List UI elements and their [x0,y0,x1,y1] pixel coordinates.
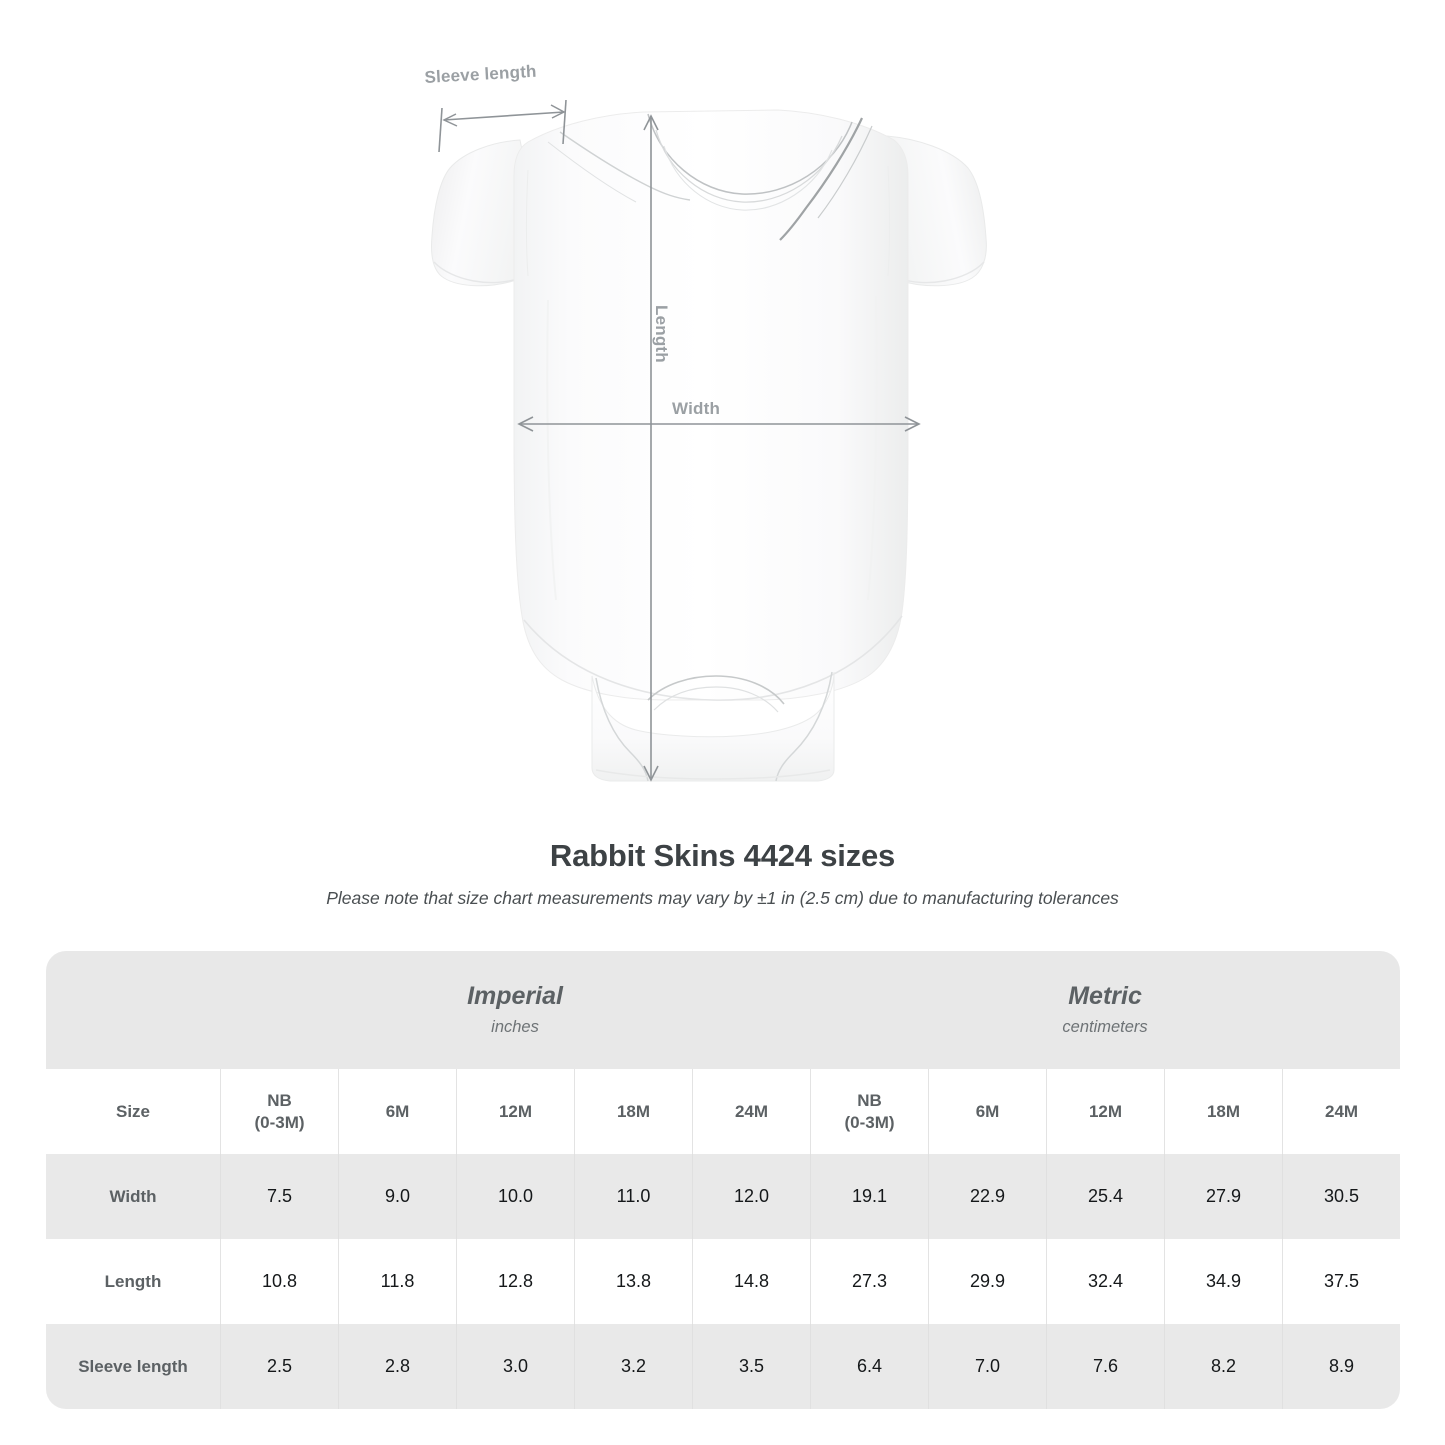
header-line2: (0-3M) [254,1112,305,1132]
header-col-imperial-nb: NB (0-3M) [220,1069,338,1154]
header-col-imperial-24m: 24M [692,1069,811,1154]
row-label-width: Width [46,1154,220,1239]
cell-width-metric-18m: 27.9 [1164,1154,1283,1239]
cell-sleeve-metric-nb: 6.4 [810,1324,929,1409]
group-name-imperial: Imperial [467,981,563,1010]
header-line2: (0-3M) [844,1112,895,1132]
cell-width-metric-24m: 30.5 [1282,1154,1401,1239]
group-unit-metric: centimeters [1062,1018,1148,1037]
header-col-metric-nb: NB (0-3M) [810,1069,929,1154]
cell-sleeve-imperial-nb: 2.5 [220,1324,338,1409]
cell-sleeve-metric-24m: 8.9 [1282,1324,1401,1409]
cell-length-metric-nb: 27.3 [810,1239,929,1324]
title-block: Rabbit Skins 4424 sizes Please note that… [0,838,1445,909]
cell-length-metric-12m: 32.4 [1046,1239,1165,1324]
cell-width-imperial-nb: 7.5 [220,1154,338,1239]
header-size-label: Size [46,1069,220,1154]
group-header-spacer [46,951,220,1069]
garment-illustration: Sleeve length Length Width [424,62,987,782]
table-row: Sleeve length 2.5 2.8 3.0 3.2 3.5 6.4 7.… [46,1324,1401,1409]
cell-width-metric-nb: 19.1 [810,1154,929,1239]
cell-sleeve-imperial-18m: 3.2 [574,1324,692,1409]
bodysuit-shape [431,109,987,782]
header-col-imperial-12m: 12M [456,1069,574,1154]
page-title: Rabbit Skins 4424 sizes [549,838,896,873]
table-row: Length 10.8 11.8 12.8 13.8 14.8 27.3 29.… [46,1239,1401,1324]
cell-sleeve-imperial-12m: 3.0 [456,1324,574,1409]
row-label-sleeve-length: Sleeve length [46,1324,220,1409]
measurement-lines [438,99,921,782]
cell-length-metric-18m: 34.9 [1164,1239,1283,1324]
cell-sleeve-metric-12m: 7.6 [1046,1324,1165,1409]
header-col-metric-6m: 6M [928,1069,1047,1154]
group-header-metric: Metric centimeters [810,951,1401,1069]
cell-length-imperial-nb: 10.8 [220,1239,338,1324]
size-header-row: Size NB (0-3M) 6M 12M 18M 24M NB (0-3M) … [46,1069,1401,1154]
cell-width-metric-12m: 25.4 [1046,1154,1165,1239]
cell-length-imperial-18m: 13.8 [574,1239,692,1324]
row-label-length: Length [46,1239,220,1324]
cell-width-imperial-24m: 12.0 [692,1154,811,1239]
cell-length-imperial-6m: 11.8 [338,1239,456,1324]
length-annotation-label: Length [652,305,671,363]
cell-width-imperial-18m: 11.0 [574,1154,692,1239]
sleeve-length-arrow [438,99,567,153]
group-unit-imperial: inches [491,1018,539,1037]
header-col-metric-18m: 18M [1164,1069,1283,1154]
cell-width-imperial-6m: 9.0 [338,1154,456,1239]
group-name-metric: Metric [1068,981,1142,1010]
cell-length-imperial-24m: 14.8 [692,1239,811,1324]
cell-width-metric-6m: 22.9 [928,1154,1047,1239]
cell-sleeve-metric-18m: 8.2 [1164,1324,1283,1409]
table-row: Width 7.5 9.0 10.0 11.0 12.0 19.1 22.9 2… [46,1154,1401,1239]
cell-length-metric-24m: 37.5 [1282,1239,1401,1324]
cell-sleeve-metric-6m: 7.0 [928,1324,1047,1409]
header-col-metric-24m: 24M [1282,1069,1401,1154]
cell-sleeve-imperial-6m: 2.8 [338,1324,456,1409]
cell-length-metric-6m: 29.9 [928,1239,1047,1324]
cell-sleeve-imperial-24m: 3.5 [692,1324,811,1409]
header-line1: NB [857,1090,882,1110]
group-header-imperial: Imperial inches [220,951,811,1069]
header-line1: NB [267,1090,292,1110]
width-arrow [517,416,921,432]
unit-group-header-row: Imperial inches Metric centimeters [46,951,1401,1069]
cell-width-imperial-12m: 10.0 [456,1154,574,1239]
width-annotation-label: Width [672,399,721,418]
bodysuit-diagram [431,99,987,782]
size-chart-table: Imperial inches Metric centimeters Size … [46,951,1401,1409]
tolerance-note: Please note that size chart measurements… [326,888,1119,908]
cell-length-imperial-12m: 12.8 [456,1239,574,1324]
header-col-imperial-18m: 18M [574,1069,692,1154]
header-col-metric-12m: 12M [1046,1069,1165,1154]
length-arrow [643,114,659,782]
header-col-imperial-6m: 6M [338,1069,456,1154]
